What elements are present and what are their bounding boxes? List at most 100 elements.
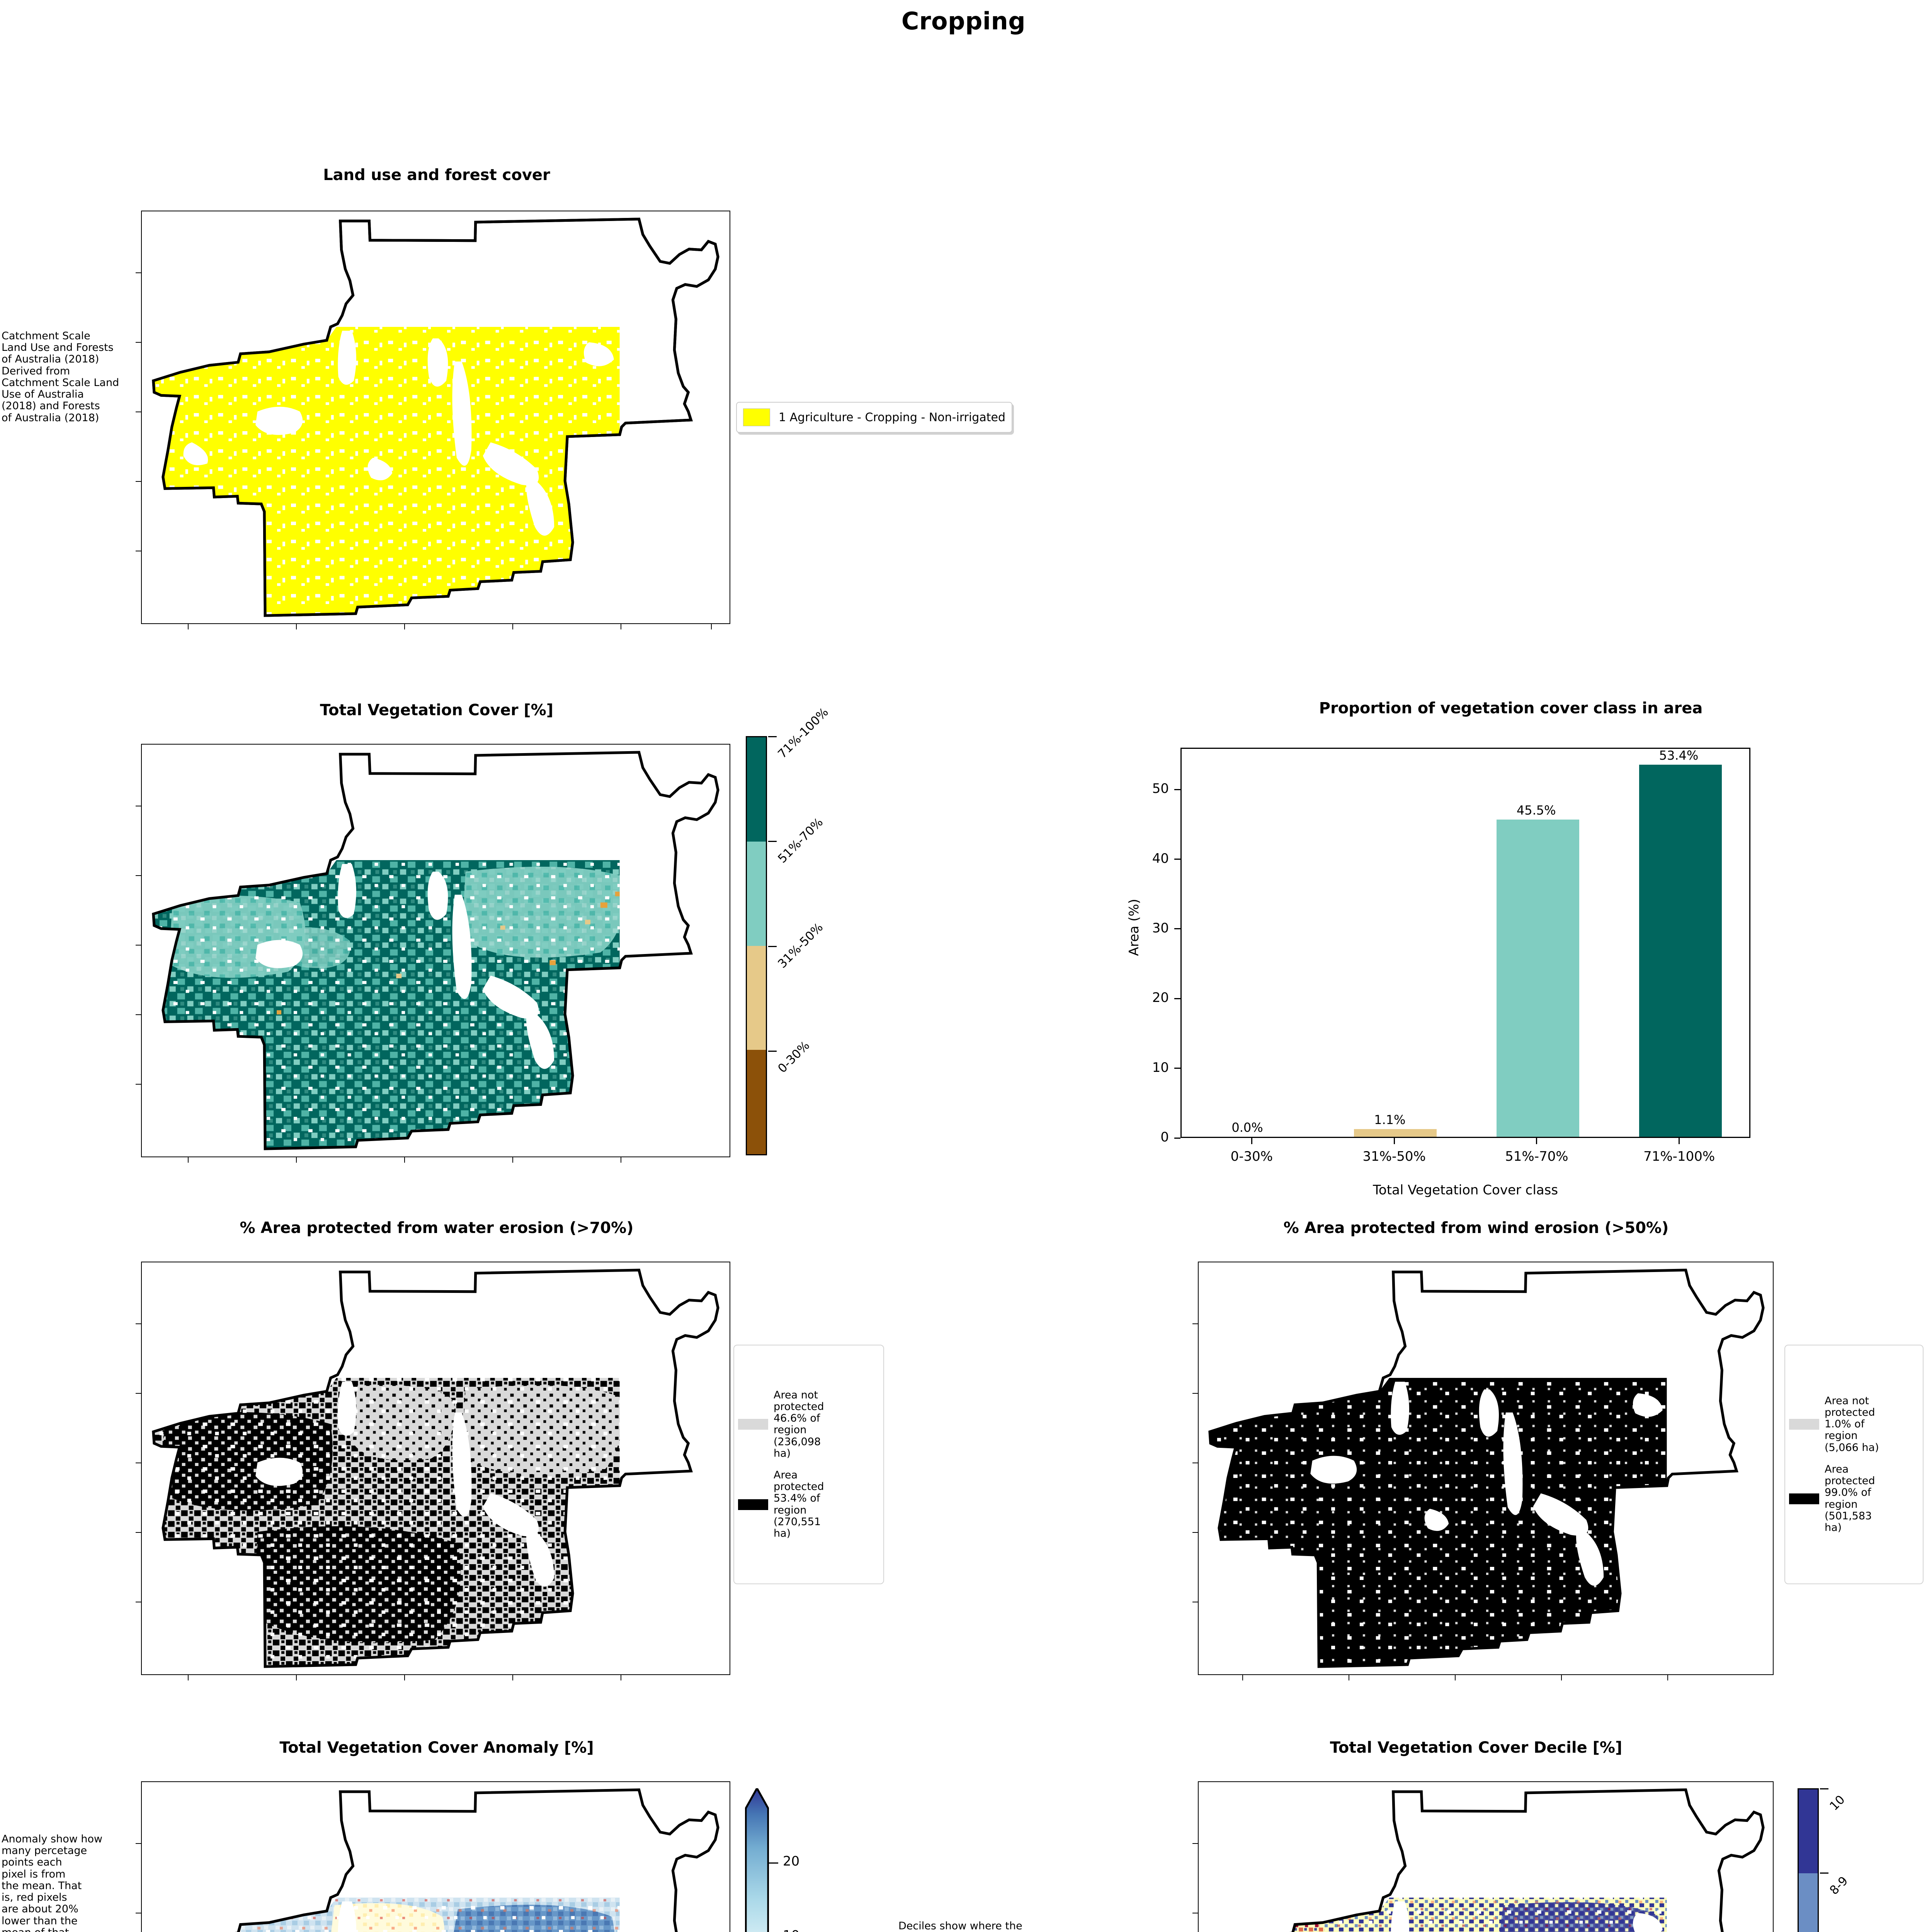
map-landuse-xtick — [188, 624, 189, 629]
vegetation-cover-raster — [153, 860, 620, 1149]
anomaly-explainer-note: Anomaly show how many percetage points e… — [2, 1833, 103, 1932]
map-landuse-xtick — [296, 624, 297, 629]
map-decile[interactable] — [1198, 1781, 1774, 1932]
map-water-erosion[interactable] — [141, 1262, 730, 1675]
map-water-ytick — [136, 1393, 141, 1394]
map-wind-ytick — [1192, 1532, 1198, 1533]
panel-title-landuse: Land use and forest cover — [323, 166, 550, 184]
map-wind-ytick — [1192, 1323, 1198, 1324]
chart-y-tick-label: 40 — [1152, 850, 1169, 866]
legend-text-not-protected: Area not protected 46.6% of region (236,… — [774, 1389, 824, 1459]
legend-swatch-protected — [1789, 1493, 1819, 1504]
bar[interactable] — [1354, 1129, 1437, 1137]
legend-swatch-cropping — [743, 408, 770, 426]
legend-wind-erosion[interactable]: Area not protected 1.0% of region (5,066… — [1784, 1345, 1924, 1584]
map-wind-erosion[interactable] — [1198, 1262, 1774, 1675]
map-landuse-ytick — [136, 272, 141, 273]
chart-y-tick — [1174, 1068, 1180, 1069]
chart-title: Proportion of vegetation cover class in … — [1319, 699, 1703, 717]
chart-y-tick — [1174, 859, 1180, 860]
map-water-ytick — [136, 1532, 141, 1533]
map-wind-erosion-svg — [1208, 1269, 1765, 1668]
bar[interactable] — [1496, 820, 1579, 1137]
chart-y-tick-label: 50 — [1152, 781, 1169, 797]
legend-row-protected: Area protected 53.4% of region (270,551 … — [738, 1469, 879, 1539]
map-landuse-svg — [152, 218, 719, 617]
colorbar-tick — [768, 946, 777, 947]
map-veg-ytick — [136, 945, 141, 946]
map-landuse[interactable] — [141, 211, 730, 624]
legend-text-not-protected: Area not protected 1.0% of region (5,066… — [1825, 1395, 1879, 1454]
colorbar-segment — [1799, 1789, 1818, 1873]
chart-x-axis-label: Total Vegetation Cover class — [1373, 1182, 1558, 1198]
map-wind-xtick — [1667, 1675, 1668, 1680]
map-veg-ytick — [136, 1014, 141, 1015]
map-anomaly[interactable] — [141, 1781, 730, 1932]
panel-title-anomaly: Total Vegetation Cover Anomaly [%] — [279, 1739, 594, 1757]
chart-y-tick-label: 10 — [1152, 1060, 1169, 1075]
chart-x-tick-label: 0-30% — [1230, 1149, 1273, 1164]
chart-x-tick — [1393, 1138, 1395, 1144]
legend-row-not-protected: Area not protected 1.0% of region (5,066… — [1789, 1395, 1919, 1454]
chart-y-tick-label: 0 — [1160, 1129, 1169, 1145]
panel-title-vegcover: Total Vegetation Cover [%] — [320, 701, 554, 719]
map-veg-xtick — [296, 1157, 297, 1163]
chart-y-tick — [1174, 928, 1180, 930]
map-vegetation-cover-svg — [152, 751, 719, 1150]
legend-landuse[interactable]: 1 Agriculture - Cropping - Non-irrigated — [736, 402, 1012, 433]
bar[interactable] — [1639, 764, 1722, 1137]
map-veg-ytick — [136, 1084, 141, 1085]
chart-x-tick-label: 31%-50% — [1362, 1149, 1426, 1164]
map-landuse-xtick — [711, 624, 712, 629]
map-landuse-xtick — [404, 624, 405, 629]
decile-explainer-note: Deciles show where the pixel value lies … — [898, 1920, 1022, 1932]
map-landuse-ytick — [136, 481, 141, 482]
bar-value-label: 0.0% — [1231, 1120, 1263, 1135]
bar-value-label: 1.1% — [1374, 1112, 1406, 1128]
bar-value-label: 53.4% — [1659, 748, 1699, 763]
chart-y-tick — [1174, 1137, 1180, 1139]
map-vegetation-cover[interactable] — [141, 744, 730, 1157]
chart-y-tick — [1174, 789, 1180, 790]
chart-x-tick — [1679, 1138, 1680, 1144]
panel-title-decile: Total Vegetation Cover Decile [%] — [1330, 1739, 1623, 1757]
map-landuse-ytick — [136, 342, 141, 343]
colorbar-tick — [768, 736, 777, 737]
map-water-erosion-svg — [152, 1269, 719, 1668]
map-veg-xtick — [404, 1157, 405, 1163]
map-decile-ytick — [1192, 1843, 1198, 1844]
legend-text-protected: Area protected 99.0% of region (501,583 … — [1825, 1463, 1875, 1534]
map-anomaly-svg — [153, 1788, 719, 1932]
map-wind-xtick — [1455, 1675, 1456, 1680]
legend-water-erosion[interactable]: Area not protected 46.6% of region (236,… — [733, 1345, 884, 1584]
colorbar-segment — [747, 946, 766, 1050]
map-water-xtick — [404, 1675, 405, 1680]
colorbar-anomaly-tick — [769, 1862, 778, 1864]
colorbar-tick — [768, 841, 777, 842]
colorbar-segment — [747, 841, 766, 946]
chart-proportion-vegetation-cover: Proportion of vegetation cover class in … — [1113, 699, 1909, 1198]
colorbar-anomaly — [745, 1788, 769, 1932]
water-erosion-raster — [153, 1378, 620, 1667]
page-title: Cropping — [901, 7, 1026, 35]
legend-row-not-protected: Area not protected 46.6% of region (236,… — [738, 1389, 879, 1459]
map-wind-xtick — [1561, 1675, 1562, 1680]
map-decile-svg — [1209, 1788, 1765, 1932]
map-veg-xtick — [512, 1157, 513, 1163]
map-veg-ytick — [136, 875, 141, 876]
map-water-xtick — [296, 1675, 297, 1680]
legend-label-cropping: 1 Agriculture - Cropping - Non-irrigated — [779, 410, 1005, 424]
chart-x-tick-label: 51%-70% — [1505, 1149, 1568, 1164]
map-water-ytick — [136, 1323, 141, 1324]
legend-swatch-not-protected — [738, 1419, 768, 1430]
cropping-extent — [153, 327, 620, 616]
colorbar-vegetation-cover — [746, 736, 767, 1155]
chart-x-tick — [1251, 1138, 1252, 1144]
colorbar-decile — [1798, 1788, 1819, 1932]
wind-erosion-raster — [1209, 1378, 1667, 1667]
colorbar-tick — [1820, 1872, 1828, 1874]
map-wind-xtick — [1242, 1675, 1243, 1680]
chart-plot-area — [1180, 748, 1750, 1138]
chart-y-tick — [1174, 998, 1180, 999]
